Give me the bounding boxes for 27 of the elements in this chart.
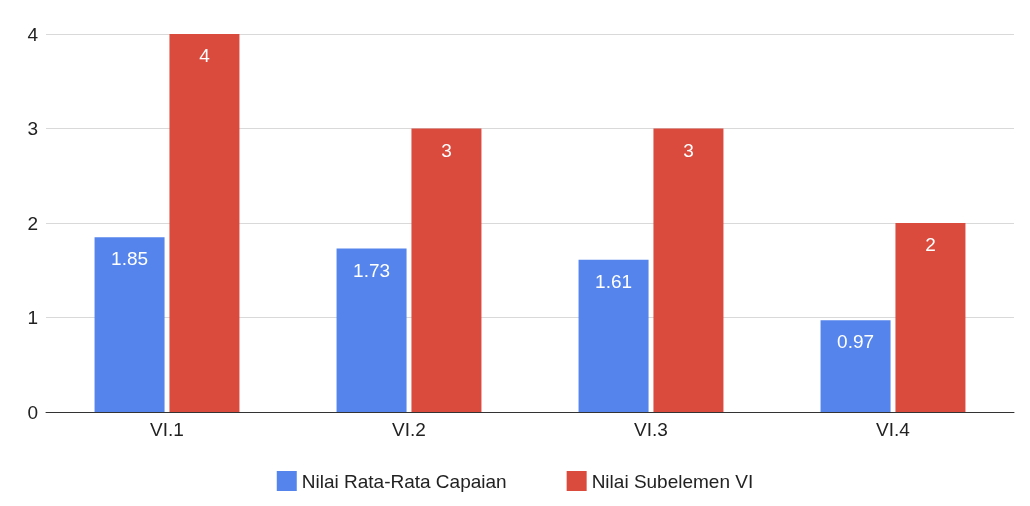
y-tick-label: 0 <box>27 401 38 423</box>
bar <box>94 237 165 412</box>
y-tick-label: 1 <box>27 307 38 328</box>
y-tick-label: 4 <box>27 23 39 45</box>
legend-label: Nilai Rata-Rata Capaian <box>301 470 507 492</box>
bar <box>895 223 966 412</box>
data-label: 0.97 <box>837 331 875 353</box>
x-tick-label: VI.1 <box>150 419 184 440</box>
data-label: 2 <box>925 234 936 255</box>
bar <box>411 128 482 412</box>
data-label: 1.61 <box>595 270 633 292</box>
bar <box>578 259 649 412</box>
x-tick-label: VI.3 <box>634 419 668 440</box>
x-tick-label: VI.4 <box>876 419 911 440</box>
bar <box>820 320 891 412</box>
y-tick-label: 3 <box>27 118 38 139</box>
x-tick-label: VI.2 <box>392 419 426 440</box>
y-tick-label: 2 <box>27 212 38 234</box>
data-label: 4 <box>199 45 211 66</box>
data-label: 3 <box>683 139 694 161</box>
bar <box>336 248 407 412</box>
bar <box>169 34 240 412</box>
data-label: 1.73 <box>353 259 391 281</box>
data-label: 3 <box>441 139 452 161</box>
legend-label: Nilai Subelemen VI <box>591 470 754 492</box>
data-label: 1.85 <box>111 248 149 270</box>
bar <box>653 128 724 412</box>
